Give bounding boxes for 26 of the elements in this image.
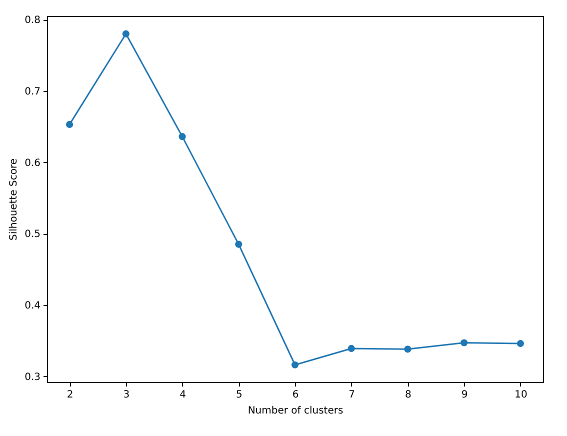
y-tick-label: 0.4 — [24, 300, 40, 312]
y-tick-label: 0.5 — [24, 229, 40, 240]
x-tick-label: 7 — [348, 390, 356, 400]
y-tick-label: 0.7 — [24, 86, 40, 98]
y-tick-label: 0.6 — [24, 158, 40, 169]
x-tick-label: 9 — [461, 390, 468, 400]
point — [122, 30, 130, 38]
x-tick-label: 5 — [236, 390, 242, 400]
point — [178, 133, 186, 140]
x-tick-label: 2 — [66, 390, 74, 400]
x-axis-title: Number of clusters — [248, 406, 344, 416]
y-axis-title: Silhouette Score — [8, 158, 20, 241]
x-tick-label: 3 — [123, 390, 130, 400]
x-tick-label: 10 — [514, 390, 528, 400]
y-tick-label: 0.8 — [24, 15, 40, 26]
point — [404, 346, 412, 353]
point — [66, 120, 74, 128]
y-tick-label: 0.3 — [24, 372, 40, 383]
x-tick-label: 4 — [180, 390, 186, 400]
x-tick-label: 8 — [405, 390, 412, 400]
point — [291, 361, 299, 368]
point — [516, 340, 524, 348]
point — [235, 240, 242, 248]
x-tick-label: 6 — [292, 390, 299, 400]
point — [348, 344, 355, 352]
point — [460, 339, 468, 346]
